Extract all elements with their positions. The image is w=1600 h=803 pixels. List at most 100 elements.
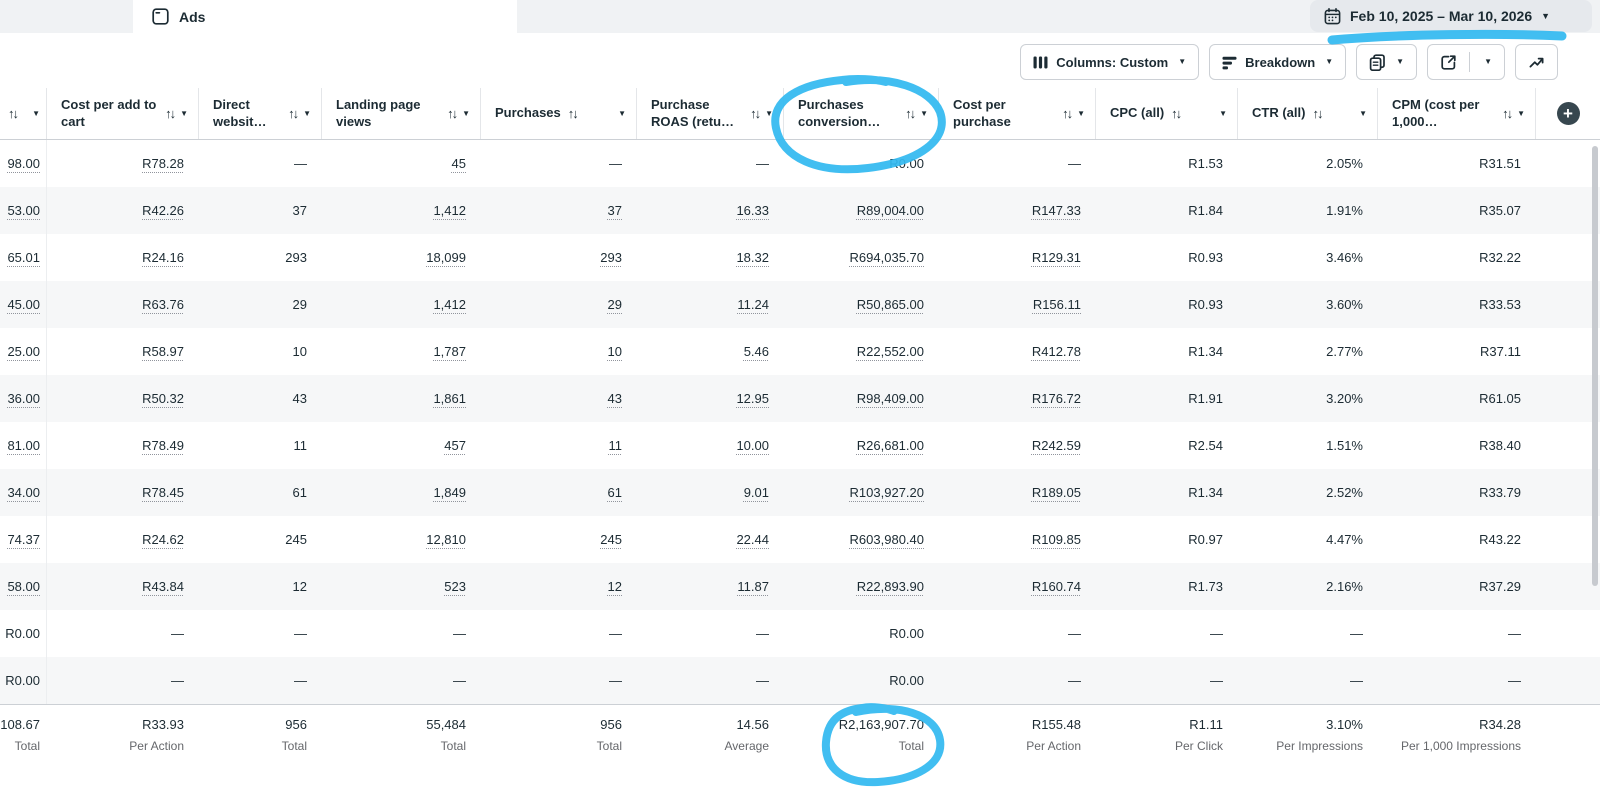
columns-button[interactable]: Columns: Custom ▼ bbox=[1020, 44, 1200, 80]
metric-link[interactable]: 10.00 bbox=[736, 438, 769, 453]
metric-link[interactable]: 74.37 bbox=[7, 532, 40, 547]
column-header-cpc-all[interactable]: CPC (all) ↑↓ ▼ bbox=[1095, 88, 1237, 139]
column-header-frozen[interactable]: ↑↓ ▼ bbox=[0, 88, 46, 139]
column-header-purchases-conversion-value[interactable]: Purchases conversion… ↑↓ ▼ bbox=[783, 88, 938, 139]
chevron-down-icon[interactable]: ▼ bbox=[1517, 109, 1525, 118]
metric-link[interactable]: 58.00 bbox=[7, 579, 40, 594]
sort-arrows-icon[interactable]: ↑↓ bbox=[1312, 106, 1323, 121]
metric-link[interactable]: 11 bbox=[608, 438, 623, 453]
metric-link[interactable]: R603,980.40 bbox=[849, 532, 924, 547]
duplicate-report-button[interactable]: ▼ bbox=[1356, 44, 1418, 80]
chevron-down-icon[interactable]: ▼ bbox=[303, 109, 311, 118]
metric-link[interactable]: R50,865.00 bbox=[856, 297, 924, 312]
metric-link[interactable]: 293 bbox=[600, 250, 622, 265]
sort-arrows-icon[interactable]: ↑↓ bbox=[288, 106, 299, 121]
sort-arrows-icon[interactable]: ↑↓ bbox=[8, 106, 19, 121]
metric-link[interactable]: 1,412 bbox=[433, 297, 466, 312]
metric-link[interactable]: 45.00 bbox=[7, 297, 40, 312]
metric-link[interactable]: R58.97 bbox=[142, 344, 184, 359]
column-header-purchases[interactable]: Purchases ↑↓ ▼ bbox=[480, 88, 636, 139]
metric-link[interactable]: 25.00 bbox=[7, 344, 40, 359]
sort-arrows-icon[interactable]: ↑↓ bbox=[567, 106, 579, 121]
metric-link[interactable]: 53.00 bbox=[7, 203, 40, 218]
metric-link[interactable]: R26,681.00 bbox=[856, 438, 924, 453]
column-header-purchase-roas[interactable]: Purchase ROAS (retu… ↑↓ ▼ bbox=[636, 88, 783, 139]
metric-link[interactable]: R160.74 bbox=[1031, 579, 1081, 594]
sort-arrows-icon[interactable]: ↑↓ bbox=[1502, 106, 1513, 121]
column-header-direct-website[interactable]: Direct websit… ↑↓ ▼ bbox=[198, 88, 321, 139]
column-header-landing-page-views[interactable]: Landing page views ↑↓ ▼ bbox=[321, 88, 480, 139]
add-column-button[interactable]: + bbox=[1556, 102, 1580, 125]
view-charts-button[interactable] bbox=[1515, 44, 1558, 80]
metric-link[interactable]: R694,035.70 bbox=[849, 250, 924, 265]
chevron-down-icon[interactable]: ▼ bbox=[1077, 109, 1085, 118]
sort-arrows-icon[interactable]: ↑↓ bbox=[1171, 106, 1182, 121]
metric-link[interactable]: R103,927.20 bbox=[849, 485, 924, 500]
column-header-ctr-all[interactable]: CTR (all) ↑↓ ▼ bbox=[1237, 88, 1377, 139]
vertical-scrollbar[interactable] bbox=[1592, 146, 1598, 586]
metric-link[interactable]: 10 bbox=[607, 344, 622, 359]
chevron-down-icon[interactable]: ▼ bbox=[920, 109, 928, 118]
metric-link[interactable]: 43 bbox=[607, 391, 622, 406]
metric-link[interactable]: 12.95 bbox=[736, 391, 769, 406]
column-header-cost-per-add-to-cart[interactable]: Cost per add to cart ↑↓ ▼ bbox=[46, 88, 198, 139]
sort-arrows-icon[interactable]: ↑↓ bbox=[447, 106, 458, 121]
column-header-cpm[interactable]: CPM (cost per 1,000… ↑↓ ▼ bbox=[1377, 88, 1535, 139]
metric-link[interactable]: R242.59 bbox=[1031, 438, 1081, 453]
sort-arrows-icon[interactable]: ↑↓ bbox=[750, 106, 761, 121]
sort-arrows-icon[interactable]: ↑↓ bbox=[1062, 106, 1073, 121]
metric-link[interactable]: 9.01 bbox=[743, 485, 769, 500]
metric-link[interactable]: 11.87 bbox=[737, 579, 769, 594]
chevron-down-icon[interactable]: ▼ bbox=[618, 109, 626, 118]
chevron-down-icon[interactable]: ▼ bbox=[462, 109, 470, 118]
metric-link[interactable]: 29 bbox=[607, 297, 622, 312]
metric-link[interactable]: 457 bbox=[444, 438, 466, 453]
chevron-down-icon[interactable]: ▼ bbox=[1484, 57, 1492, 66]
metric-link[interactable]: R156.11 bbox=[1032, 297, 1081, 312]
sort-arrows-icon[interactable]: ↑↓ bbox=[905, 106, 916, 121]
chevron-down-icon[interactable]: ▼ bbox=[180, 109, 188, 118]
metric-link[interactable]: 523 bbox=[444, 579, 466, 594]
column-header-cost-per-purchase[interactable]: Cost per purchase ↑↓ ▼ bbox=[938, 88, 1095, 139]
metric-link[interactable]: 36.00 bbox=[7, 391, 40, 406]
metric-link[interactable]: R98,409.00 bbox=[856, 391, 924, 406]
metric-link[interactable]: 1,787 bbox=[433, 344, 466, 359]
metric-link[interactable]: R412.78 bbox=[1031, 344, 1081, 359]
metric-link[interactable]: 65.01 bbox=[7, 250, 40, 265]
metric-link[interactable]: R129.31 bbox=[1031, 250, 1081, 265]
metric-link[interactable]: 1,412 bbox=[433, 203, 466, 218]
chevron-down-icon[interactable]: ▼ bbox=[765, 109, 773, 118]
chevron-down-icon[interactable]: ▼ bbox=[32, 109, 40, 118]
chevron-down-icon[interactable]: ▼ bbox=[1219, 109, 1227, 118]
metric-link[interactable]: 18,099 bbox=[426, 250, 466, 265]
metric-link[interactable]: 22.44 bbox=[736, 532, 769, 547]
metric-link[interactable]: R147.33 bbox=[1031, 203, 1081, 218]
metric-link[interactable]: R176.72 bbox=[1031, 391, 1081, 406]
metric-link[interactable]: 245 bbox=[600, 532, 622, 547]
date-range-button[interactable]: Feb 10, 2025 – Mar 10, 2026 ▼ bbox=[1310, 0, 1592, 32]
metric-link[interactable]: 45 bbox=[451, 156, 466, 171]
metric-link[interactable]: 37 bbox=[607, 203, 622, 218]
metric-link[interactable]: 98.00 bbox=[7, 156, 40, 171]
metric-link[interactable]: 12,810 bbox=[426, 532, 466, 547]
metric-link[interactable]: 18.32 bbox=[736, 250, 769, 265]
metric-link[interactable]: R22,552.00 bbox=[856, 344, 924, 359]
metric-link[interactable]: R78.45 bbox=[142, 485, 184, 500]
metric-link[interactable]: 16.33 bbox=[736, 203, 769, 218]
metric-link[interactable]: 11.24 bbox=[737, 297, 769, 312]
breakdown-button[interactable]: Breakdown ▼ bbox=[1209, 44, 1347, 80]
metric-link[interactable]: R189.05 bbox=[1031, 485, 1081, 500]
metric-link[interactable]: R24.62 bbox=[142, 532, 184, 547]
tab-ads[interactable]: Ads bbox=[133, 0, 517, 33]
chevron-down-icon[interactable]: ▼ bbox=[1359, 109, 1367, 118]
metric-link[interactable]: 61 bbox=[607, 485, 622, 500]
metric-link[interactable]: R78.28 bbox=[142, 156, 184, 171]
metric-link[interactable]: R63.76 bbox=[142, 297, 184, 312]
metric-link[interactable]: R78.49 bbox=[142, 438, 184, 453]
metric-link[interactable]: R42.26 bbox=[142, 203, 184, 218]
metric-link[interactable]: R109.85 bbox=[1031, 532, 1081, 547]
metric-link[interactable]: R43.84 bbox=[142, 579, 184, 594]
metric-link[interactable]: 1,849 bbox=[433, 485, 466, 500]
sort-arrows-icon[interactable]: ↑↓ bbox=[165, 106, 176, 121]
metric-link[interactable]: 5.46 bbox=[743, 344, 769, 359]
